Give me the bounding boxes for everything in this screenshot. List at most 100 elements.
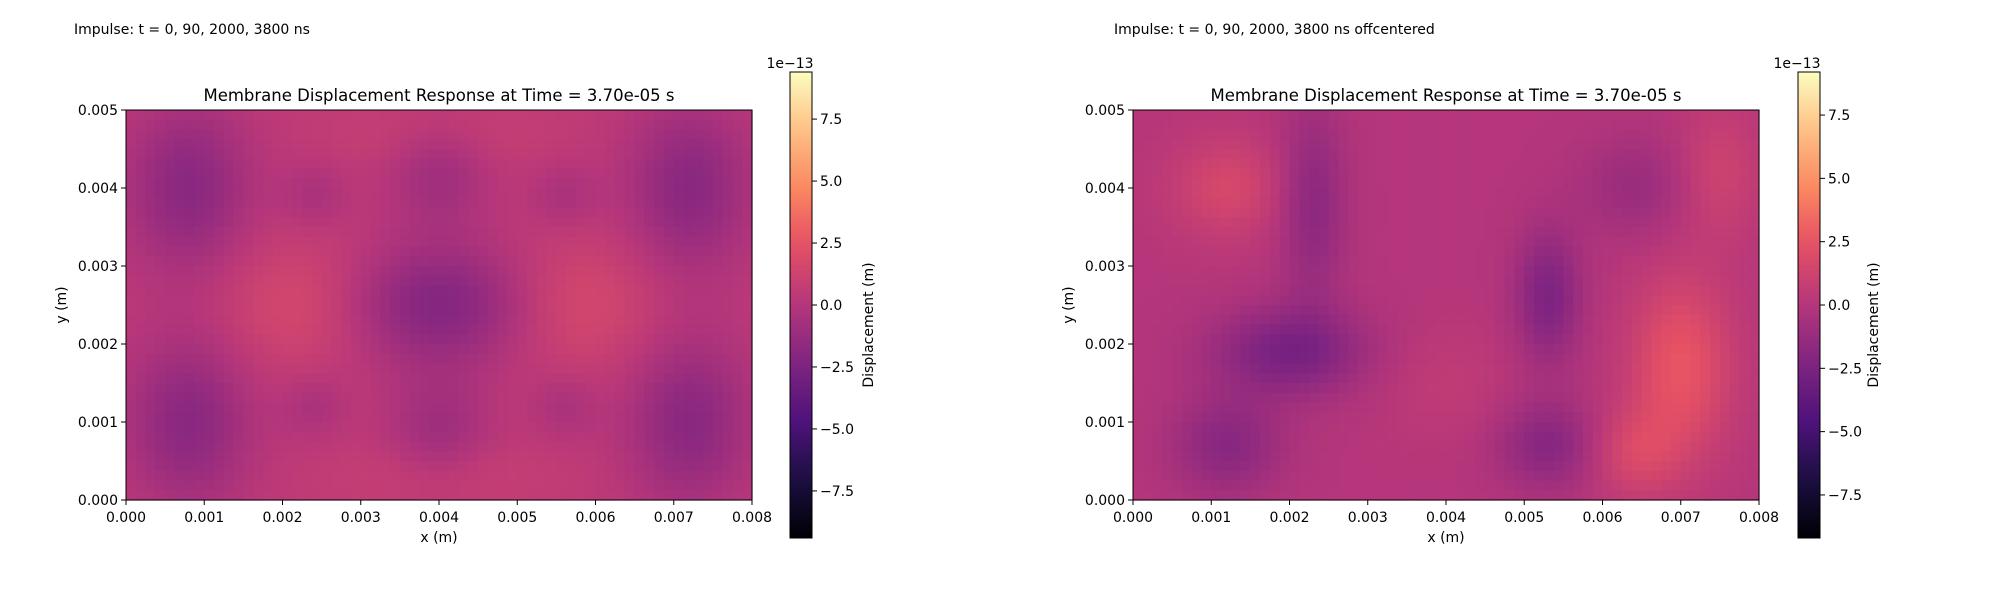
heatmap-cell (1416, 383, 1428, 394)
heatmap-cell (419, 305, 430, 316)
heatmap-cell (1191, 139, 1203, 150)
heatmap-cell (1680, 149, 1692, 160)
heatmap-cell (507, 431, 518, 443)
heatmap-cell (1269, 363, 1281, 374)
heatmap-cell (517, 490, 528, 501)
heatmap-cell (575, 149, 587, 160)
heatmap-cell (1191, 275, 1203, 287)
heatmap-cell (1494, 168, 1506, 179)
heatmap-cell (1690, 412, 1701, 423)
heatmap-cell (135, 314, 147, 326)
heatmap-cell (517, 353, 528, 365)
heatmap-cell (223, 431, 235, 443)
heatmap-cell (615, 227, 626, 238)
heatmap-cell (1543, 314, 1555, 326)
heatmap-cell (1455, 353, 1467, 365)
heatmap-cell (585, 266, 597, 277)
heatmap-cell (1534, 266, 1545, 277)
heatmap-cell (1309, 246, 1320, 257)
heatmap-cell (272, 344, 284, 355)
heatmap-cell (1250, 246, 1261, 257)
heatmap-cell (145, 197, 156, 209)
heatmap-cell (644, 334, 655, 345)
heatmap-cell (1211, 334, 1222, 345)
heatmap-cell (722, 217, 734, 228)
heatmap-cell (360, 441, 372, 452)
heatmap-cell (1622, 353, 1633, 365)
heatmap-cell (341, 119, 352, 131)
heatmap-cell (1269, 373, 1281, 384)
heatmap-cell (1436, 422, 1447, 433)
heatmap-cell (683, 158, 694, 170)
heatmap-cell (634, 353, 646, 365)
heatmap-cell (1436, 110, 1447, 121)
heatmap-cell (575, 344, 587, 355)
heatmap-cell (605, 363, 616, 374)
heatmap-cell (1690, 422, 1701, 433)
heatmap-cell (399, 217, 411, 228)
heatmap-cell (302, 363, 313, 374)
heatmap-cell (478, 480, 489, 491)
heatmap-cell (546, 149, 557, 160)
heatmap-cell (507, 139, 518, 150)
heatmap-cell (272, 451, 284, 462)
heatmap-cell (1260, 275, 1271, 287)
heatmap-cell (497, 236, 509, 248)
heatmap-cell (331, 178, 342, 189)
heatmap-cell (243, 295, 254, 306)
heatmap-cell (712, 168, 724, 179)
heatmap-cell (1299, 402, 1310, 413)
heatmap-cell (1152, 412, 1163, 423)
heatmap-cell (1719, 383, 1731, 394)
heatmap-cell (1573, 197, 1584, 209)
heatmap-cell (458, 275, 469, 287)
heatmap-cell (419, 451, 430, 462)
heatmap-cell (1622, 402, 1633, 413)
heatmap-cell (135, 168, 147, 179)
heatmap-cell (1250, 295, 1261, 306)
heatmap-cell (1465, 129, 1476, 140)
heatmap-cell (429, 305, 440, 316)
heatmap-cell (1338, 451, 1349, 462)
heatmap-cell (683, 392, 694, 404)
heatmap-cell (1279, 363, 1291, 374)
heatmap-cell (1592, 324, 1604, 335)
heatmap-cell (1181, 110, 1193, 121)
heatmap-cell (390, 246, 401, 257)
heatmap-cell (654, 110, 665, 121)
heatmap-cell (712, 305, 724, 316)
heatmap-cell (1670, 373, 1682, 384)
heatmap-cell (1406, 256, 1418, 267)
heatmap-cell (527, 256, 538, 267)
heatmap-cell (126, 402, 137, 413)
heatmap-cell (1406, 188, 1418, 199)
heatmap-cell (1524, 207, 1535, 218)
heatmap-cell (546, 246, 557, 257)
heatmap-cell (311, 383, 323, 394)
heatmap-cell (712, 334, 724, 345)
heatmap-cell (507, 178, 518, 189)
heatmap-cell (243, 461, 254, 472)
heatmap-cell (429, 178, 440, 189)
heatmap-cell (1534, 149, 1545, 160)
heatmap-cell (468, 461, 479, 472)
heatmap-cell (536, 422, 548, 433)
heatmap-cell (135, 217, 147, 228)
heatmap-cell (360, 236, 372, 248)
heatmap-cell (1465, 256, 1476, 267)
heatmap-cell (1700, 227, 1711, 238)
heatmap-cell (380, 188, 391, 199)
heatmap-cell (1729, 373, 1741, 384)
heatmap-cell (1367, 422, 1379, 433)
heatmap-cell (468, 275, 479, 287)
heatmap-cell (1416, 256, 1428, 267)
heatmap-cell (1465, 451, 1476, 462)
heatmap-cell (517, 334, 528, 345)
heatmap-cell (1661, 373, 1672, 384)
heatmap-cell (1602, 266, 1613, 277)
heatmap-cell (1348, 246, 1359, 257)
heatmap-cell (712, 236, 724, 248)
heatmap-cell (654, 431, 665, 443)
heatmap-cell (487, 363, 499, 374)
heatmap-cell (272, 392, 284, 404)
